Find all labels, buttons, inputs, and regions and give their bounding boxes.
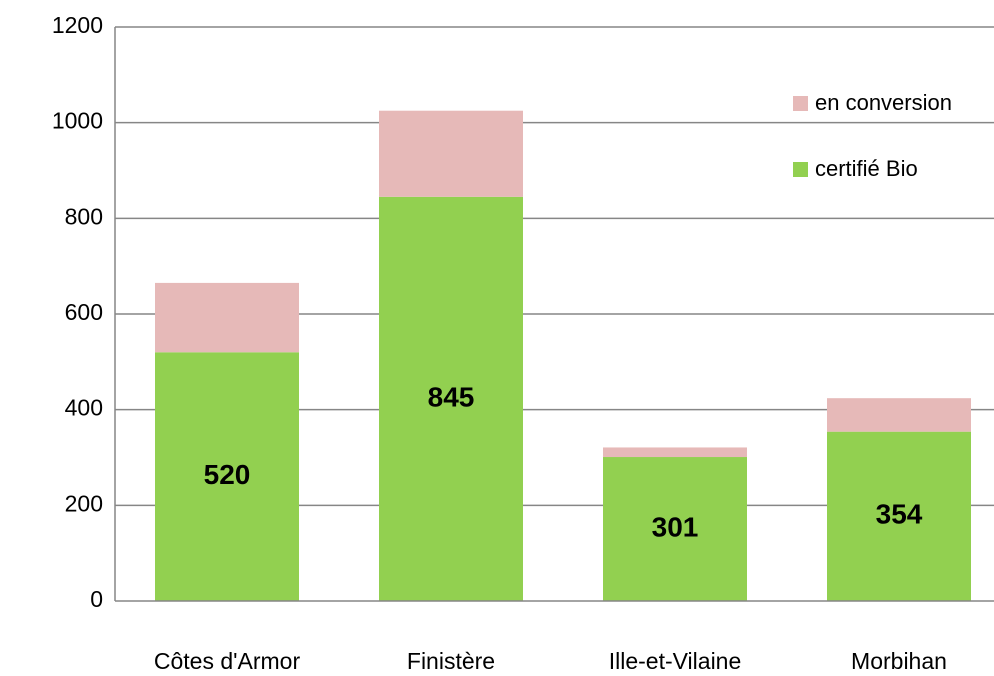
legend-label: certifié Bio xyxy=(815,156,918,181)
y-tick-label: 200 xyxy=(65,490,103,516)
data-label: 301 xyxy=(652,511,699,542)
x-tick-label: Ille-et-Vilaine xyxy=(609,648,742,674)
bar-segment xyxy=(827,431,971,601)
y-tick-label: 400 xyxy=(65,395,103,421)
legend-swatch xyxy=(793,96,808,111)
data-label: 354 xyxy=(876,499,923,530)
y-tick-label: 800 xyxy=(65,203,103,229)
bar-segment xyxy=(603,447,747,458)
bar-segment xyxy=(155,352,299,601)
y-tick-label: 1000 xyxy=(52,108,103,134)
y-tick-label: 0 xyxy=(90,586,103,612)
x-tick-label: Côtes d'Armor xyxy=(154,648,301,674)
legend-swatch xyxy=(793,162,808,177)
x-tick-label: Finistère xyxy=(407,648,495,674)
bar-segment xyxy=(379,196,523,601)
data-label: 845 xyxy=(428,381,475,412)
bar-segment xyxy=(827,398,971,432)
y-tick-label: 1200 xyxy=(52,12,103,38)
data-label: 520 xyxy=(204,459,251,490)
bar-segment xyxy=(155,282,299,353)
x-tick-label: Morbihan xyxy=(851,648,947,674)
bar-segment xyxy=(379,110,523,197)
bar-segment xyxy=(603,457,747,601)
y-tick-label: 600 xyxy=(65,299,103,325)
legend-label: en conversion xyxy=(815,90,952,115)
